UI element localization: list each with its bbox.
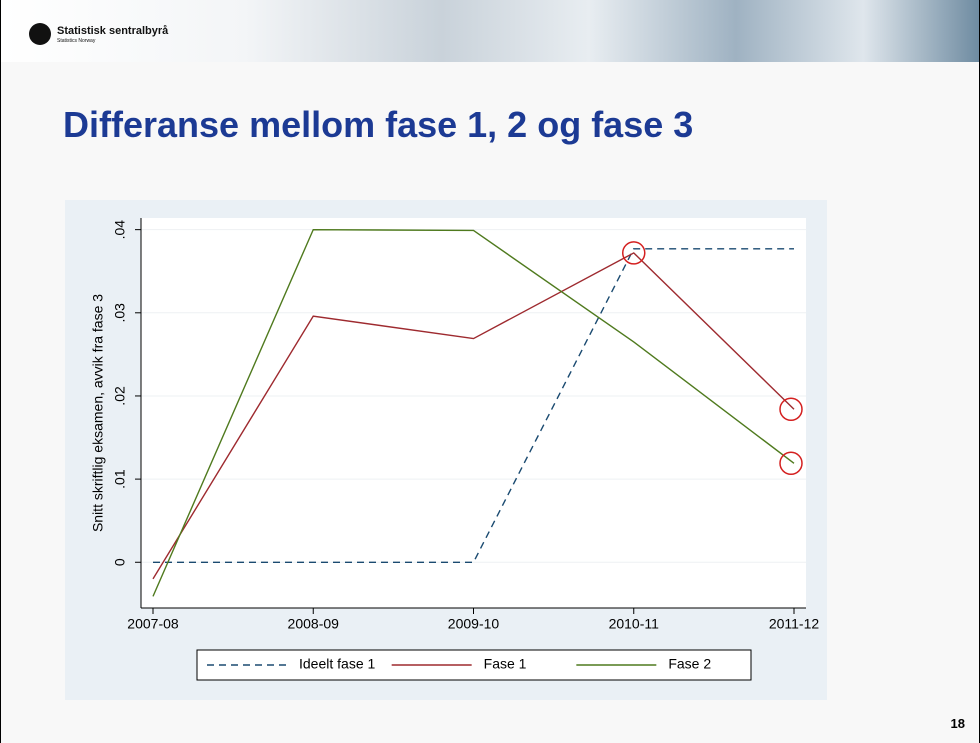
slide: Statistisk sentralbyrå Statistics Norway… bbox=[0, 0, 980, 743]
legend-label: Fase 1 bbox=[484, 656, 527, 672]
y-tick-label: .04 bbox=[112, 220, 128, 240]
chart: Snitt skriftlig eksamen, avvik fra fase … bbox=[1, 0, 980, 743]
y-tick-label: .01 bbox=[112, 469, 128, 489]
x-tick-label: 2007-08 bbox=[127, 616, 179, 632]
x-tick-label: 2008-09 bbox=[288, 616, 340, 632]
y-tick-label: .02 bbox=[112, 386, 128, 406]
y-tick-label: .03 bbox=[112, 303, 128, 323]
plot-area bbox=[141, 218, 806, 608]
x-tick-label: 2010-11 bbox=[609, 616, 660, 632]
y-tick-label: 0 bbox=[112, 558, 128, 566]
legend-label: Fase 2 bbox=[668, 656, 711, 672]
page-number: 18 bbox=[951, 716, 965, 731]
x-tick-label: 2011-12 bbox=[769, 616, 820, 632]
y-axis-title: Snitt skriftlig eksamen, avvik fra fase … bbox=[90, 294, 106, 532]
legend-label: Ideelt fase 1 bbox=[299, 656, 375, 672]
x-tick-label: 2009-10 bbox=[448, 616, 500, 632]
